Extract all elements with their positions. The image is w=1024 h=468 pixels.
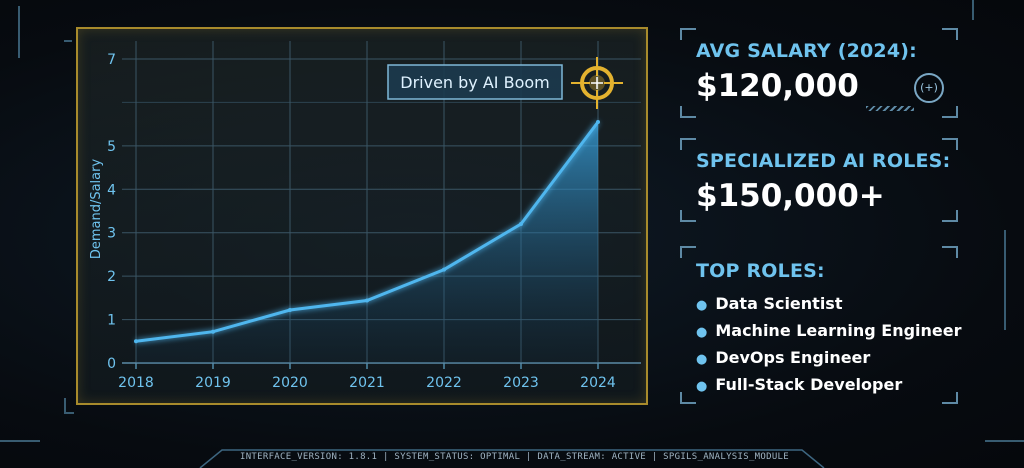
avg-salary-card: AVG SALARY (2024): $120,000: [680, 28, 958, 118]
frame-top-left: [18, 6, 20, 58]
chart-area-fill: [136, 122, 598, 363]
y-tick-label: 7: [107, 52, 116, 68]
status-bar-text: INTERFACE_VERSION: 1.8.1 | SYSTEM_STATUS…: [240, 452, 789, 462]
annotation-callout: Driven by AI Boom: [387, 64, 563, 100]
list-item: ● DevOps Engineer: [696, 348, 871, 367]
status-bar-frame: [199, 449, 825, 468]
card-stripes: [866, 106, 914, 111]
y-tick-label: 1: [107, 313, 116, 329]
specialized-roles-card: SPECIALIZED AI ROLES: $150,000+: [680, 138, 958, 222]
y-axis-label: Demand/Salary: [89, 159, 104, 260]
x-tick-label: 2024: [580, 375, 616, 391]
frame-left-corner-bottom: [64, 398, 74, 414]
frame-top-right: [972, 0, 974, 20]
bullet-dot: ●: [696, 352, 708, 367]
frame-bottom-right: [985, 440, 1024, 442]
list-item: ● Data Scientist: [696, 294, 843, 313]
y-tick-label: 2: [107, 269, 116, 285]
crosshair-icon: [571, 57, 623, 109]
y-tick-label: 4: [107, 182, 116, 198]
bullet-dot: ●: [696, 379, 708, 394]
top-roles-list: ● Data Scientist ● Machine Learning Engine…: [696, 290, 962, 398]
y-tick-label: 3: [107, 226, 116, 242]
top-roles-card: TOP ROLES: ● Data Scientist ● Machine Lear…: [680, 246, 962, 404]
data-point-2020: [288, 308, 292, 313]
x-tick-label: 2022: [426, 375, 462, 391]
data-point-2023: [519, 222, 523, 227]
data-point-2019: [211, 329, 215, 334]
y-tick-label: 0: [107, 356, 116, 372]
avg-salary-label: AVG SALARY (2024):: [696, 40, 917, 62]
frame-left-corner-top: [64, 40, 72, 42]
annotation-text: Driven by AI Boom: [400, 73, 549, 92]
frame-right-edge: [1004, 230, 1006, 330]
top-roles-label: TOP ROLES:: [696, 260, 825, 282]
frame-bottom-left: [0, 440, 40, 442]
data-point-2024: [596, 119, 600, 124]
x-tick-label: 2019: [195, 375, 231, 391]
data-point-2021: [365, 298, 369, 303]
list-item: ● Full-Stack Developer: [696, 375, 903, 394]
list-item: ● Machine Learning Engineer: [696, 321, 962, 340]
data-point-2022: [442, 267, 446, 272]
robot-face-icon[interactable]: (+): [914, 73, 944, 103]
x-tick-label: 2021: [349, 375, 385, 391]
specialized-roles-value: $150,000+: [696, 178, 885, 214]
bullet-dot: ●: [696, 298, 708, 313]
x-tick-label: 2023: [503, 375, 539, 391]
x-tick-label: 2018: [118, 375, 154, 391]
x-tick-label: 2020: [272, 375, 308, 391]
avg-salary-value: $120,000: [696, 68, 859, 104]
data-point-2018: [134, 339, 138, 344]
specialized-roles-label: SPECIALIZED AI ROLES:: [696, 150, 951, 172]
y-tick-label: 5: [107, 139, 116, 155]
bullet-dot: ●: [696, 325, 708, 340]
demand-salary-chart: 0 1 2 3 4 5 7 2018 2019 2020 2021 2022 2023 2024 Dema…: [89, 41, 641, 391]
